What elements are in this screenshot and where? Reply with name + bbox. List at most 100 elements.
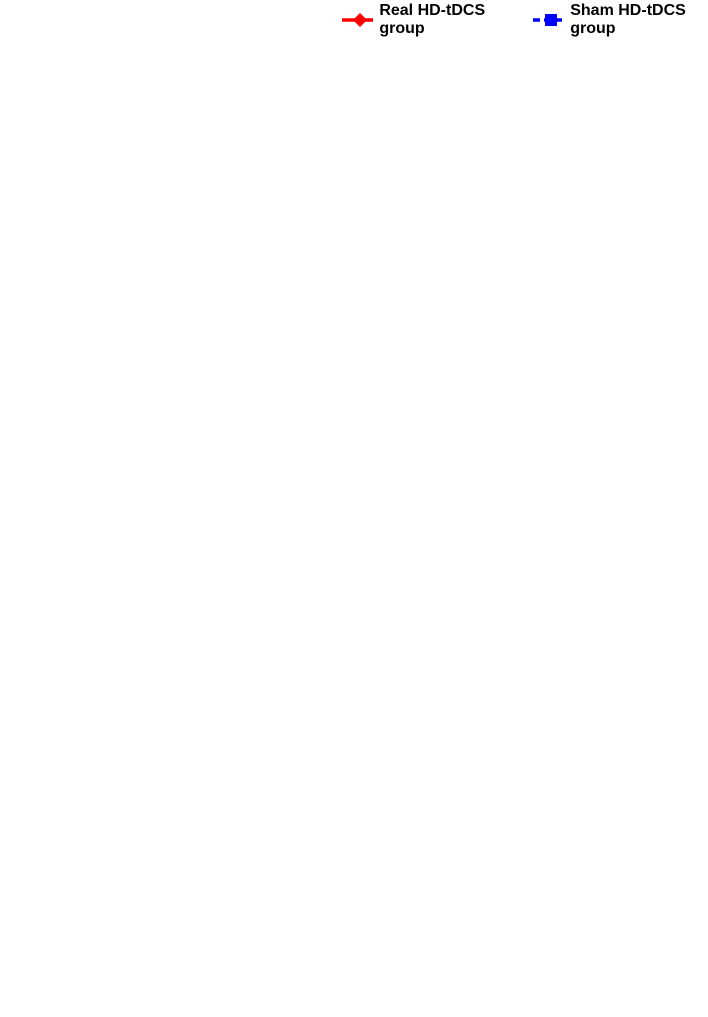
- sham-marker: [471, 869, 483, 882]
- anova-p: P: [280, 1000, 290, 1016]
- y-tick-label: 65: [47, 778, 63, 794]
- y-axis-label: FMA−TOTAL (score): [10, 799, 26, 933]
- sham-series-line: [476, 140, 654, 156]
- y-axis-label-unit: score: [10, 585, 26, 623]
- axis-break-mark: [68, 210, 80, 218]
- anova-result: RM ANOVA, P = 0.095: [554, 752, 697, 768]
- y-tick-label-zero: 0: [55, 220, 63, 236]
- y-axis-label-name: BBS (: [367, 376, 383, 414]
- real-marker: [470, 844, 484, 861]
- real-series-line: [119, 129, 296, 146]
- x-tick-label: F/U: [285, 237, 308, 253]
- anova-result: RM ANOVA, P = 0.931: [554, 261, 697, 277]
- sham-marker: [647, 147, 659, 160]
- significance-annotation: **, §§: [661, 341, 688, 353]
- sham-series-line: [119, 114, 297, 131]
- anova-p: P: [637, 508, 647, 524]
- y-tick-label-zero: 0: [55, 467, 63, 483]
- y-tick-label-zero: 0: [55, 711, 63, 727]
- significance-annotation: *: [573, 159, 578, 171]
- legend-real-label: Real HD-tDCS group: [379, 2, 486, 37]
- anova-prefix: RM ANOVA,: [554, 508, 636, 524]
- real-marker: [289, 592, 303, 609]
- real-marker: [201, 352, 215, 369]
- y-axis-label-name: DGI (: [10, 622, 26, 656]
- y-tick-label: 76: [404, 923, 420, 939]
- y-axis-label-close: ): [367, 94, 383, 99]
- x-tick-label: Post: [550, 484, 581, 500]
- real-marker: [470, 625, 484, 642]
- axis-break-gap: [426, 948, 438, 955]
- legend-item-real: Real HD-tDCS group: [340, 2, 509, 38]
- real-marker: [113, 378, 127, 395]
- y-axis-label-close: ): [367, 565, 383, 570]
- chart-panel: 16 20 24 0 FRT (cm) Pre Post F/U RM ANOVA, P = 0…: [10, 286, 340, 524]
- axis-break-gap: [69, 948, 81, 955]
- anova-value: = 0.931: [646, 261, 697, 277]
- real-marker: [558, 840, 572, 857]
- real-series-line: [476, 354, 654, 397]
- axis-break-gap: [426, 209, 438, 216]
- significance-annotation: *, §: [573, 585, 590, 597]
- y-axis-label-unit: score: [367, 824, 383, 862]
- significance-annotation: *, §: [216, 834, 233, 846]
- legend-item-sham: Sham HD-tDCS group: [531, 2, 708, 38]
- real-series-line: [476, 113, 654, 130]
- sham-marker: [202, 632, 214, 645]
- anova-p: P: [637, 1000, 647, 1016]
- chart-panel: 16 18 20 22 0 FMA−LE (score) Pre Post F/U RM ANOV…: [367, 530, 697, 768]
- x-tick-label: Post: [193, 976, 224, 992]
- axis-break-gap: [426, 456, 438, 463]
- legend-sham-label: Sham HD-tDCS group: [570, 2, 686, 37]
- y-tick-label: 20: [404, 575, 420, 591]
- sham-series-line: [119, 361, 297, 384]
- axis-break-mark: [425, 457, 437, 465]
- y-axis-label: K−MBI (score): [367, 819, 383, 914]
- anova-prefix: RM ANOVA,: [197, 752, 279, 768]
- anova-result: RM ANOVA, P = 0.613: [197, 508, 340, 524]
- sham-marker: [202, 857, 214, 870]
- y-axis-label-name: TUG (: [367, 122, 383, 160]
- significance-annotation: *: [573, 346, 578, 358]
- chart-panel: 6 8 10 12 0 DGI (score) Pre Post F/U RM ANOVA, P …: [10, 530, 340, 768]
- sham-marker: [114, 122, 126, 135]
- sham-marker: [290, 638, 302, 651]
- y-tick-label: 80: [404, 887, 420, 903]
- real-marker: [289, 353, 303, 370]
- axis-break-mark: [68, 207, 80, 215]
- y-tick-label-zero: 0: [412, 711, 420, 727]
- y-tick-label: 40: [47, 929, 63, 945]
- real-marker: [558, 356, 572, 373]
- y-axis-label-name: FMA−TOTAL (: [10, 841, 26, 934]
- axis-break-gap: [69, 209, 81, 216]
- anova-p: P: [637, 261, 647, 277]
- real-marker: [201, 841, 215, 858]
- sham-marker: [647, 358, 659, 371]
- y-tick-label: 88: [404, 814, 420, 830]
- sham-marker: [290, 119, 302, 132]
- y-tick-label: 24: [47, 286, 63, 302]
- sham-marker: [559, 355, 571, 368]
- sham-marker: [114, 375, 126, 388]
- sham-series-line: [476, 359, 654, 378]
- x-tick-label: Pre: [466, 728, 489, 744]
- y-tick-label: 0.5: [44, 130, 64, 146]
- significance-annotation: **, §§: [661, 113, 688, 125]
- axis-break-mark: [425, 698, 437, 706]
- axis-break-gap: [69, 456, 81, 463]
- y-tick-label: 55: [47, 838, 63, 854]
- axis-break-gap: [426, 700, 438, 707]
- real-marker: [558, 115, 572, 132]
- anova-p: P: [280, 261, 290, 277]
- sham-marker: [290, 857, 302, 870]
- y-axis-label-close: ): [10, 581, 26, 586]
- real-marker: [470, 106, 484, 123]
- y-tick-label: 10: [47, 575, 63, 591]
- y-axis-label: BBS (score): [367, 334, 383, 414]
- y-axis-label-unit: score: [367, 339, 383, 377]
- y-axis-label: DGI (score): [10, 581, 26, 656]
- y-axis-label-close: ): [367, 819, 383, 824]
- x-tick-label: F/U: [285, 728, 308, 744]
- real-series-line: [119, 847, 297, 864]
- y-tick-label: 16: [404, 666, 420, 682]
